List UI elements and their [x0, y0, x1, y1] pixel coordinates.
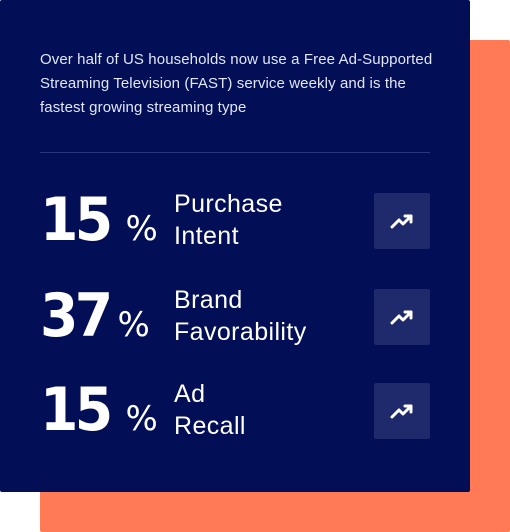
stat-percent-sign: % — [125, 399, 158, 439]
stat-label: Purchase Intent — [174, 188, 354, 252]
stat-label-line2: Favorability — [174, 318, 307, 346]
stats-card: Over half of US households now use a Fre… — [0, 0, 470, 492]
trend-button[interactable] — [374, 289, 430, 345]
stat-label-line2: Recall — [174, 412, 246, 440]
trending-up-icon — [390, 310, 413, 325]
stat-percent-sign: % — [125, 209, 158, 249]
trending-up-icon — [390, 404, 413, 419]
stat-value: 37 % — [40, 284, 150, 348]
stat-label: Ad Recall — [174, 378, 354, 442]
stat-number: 15 — [40, 375, 113, 445]
stat-label-line1: Brand — [174, 286, 243, 314]
stat-row-brand-favorability: 37 % Brand Favorability — [40, 284, 430, 348]
stat-label-line1: Purchase — [174, 190, 283, 218]
stat-value: 15 % — [40, 378, 158, 442]
trend-button[interactable] — [374, 193, 430, 249]
stat-row-purchase-intent: 15 % Purchase Intent — [40, 188, 430, 252]
intro-text: Over half of US households now use a Fre… — [40, 51, 433, 116]
stat-number: 15 — [40, 185, 113, 255]
trending-up-icon — [390, 214, 413, 229]
stat-label-line1: Ad — [174, 380, 206, 408]
divider — [40, 152, 430, 153]
stat-number: 37 — [40, 281, 113, 351]
stat-value: 15 % — [40, 188, 158, 252]
stat-label-line2: Intent — [174, 222, 239, 250]
stat-row-ad-recall: 15 % Ad Recall — [40, 378, 430, 442]
stat-percent-sign: % — [117, 305, 150, 345]
stat-label: Brand Favorability — [174, 284, 354, 348]
trend-button[interactable] — [374, 383, 430, 439]
